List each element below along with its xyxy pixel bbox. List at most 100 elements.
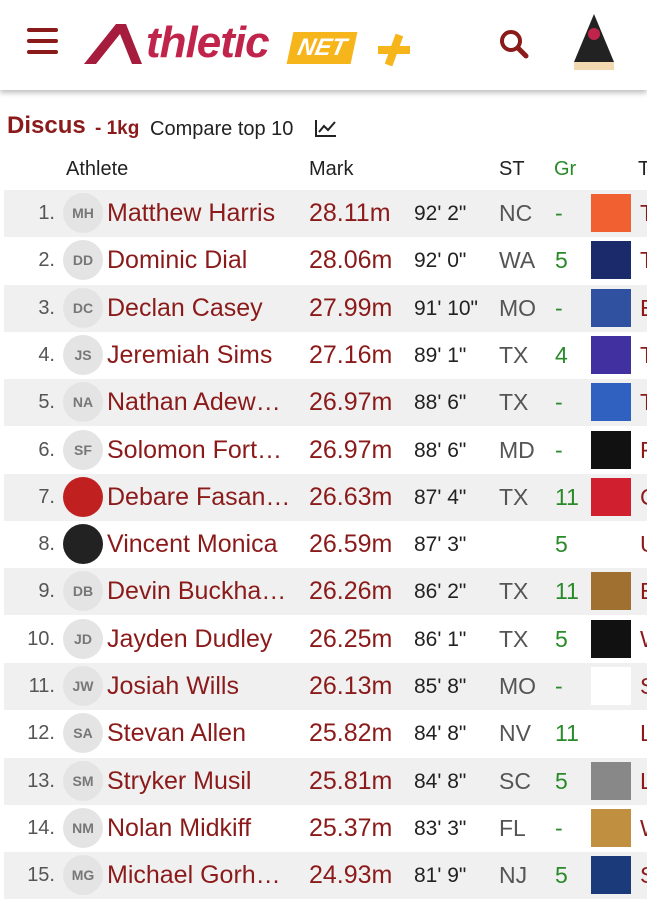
logo-suffix: NET [286, 32, 358, 64]
menu-bar[interactable] [27, 39, 58, 43]
header: thletic NET [0, 0, 647, 90]
rank: 8. [38, 533, 55, 556]
state: MO [499, 673, 537, 699]
result-row[interactable]: 7. Debare Fasan… 26.63m 87' 4" TX 11 C [4, 473, 647, 521]
team-name[interactable]: S [640, 663, 647, 710]
team-logo[interactable] [591, 572, 631, 611]
team-logo[interactable] [591, 288, 631, 327]
team-name[interactable]: W [640, 805, 647, 852]
team-name[interactable]: C [640, 474, 647, 521]
team-logo[interactable] [591, 856, 631, 895]
athlete-name[interactable]: Vincent Monica [107, 530, 278, 559]
team-logo[interactable] [591, 525, 631, 564]
team-name[interactable]: T [640, 332, 647, 379]
athlete-name[interactable]: Jayden Dudley [107, 624, 273, 653]
team-name[interactable]: L [640, 767, 647, 794]
grade: - [555, 389, 563, 416]
team-logo[interactable] [591, 714, 631, 753]
menu-bar[interactable] [27, 50, 58, 54]
avatar: JS [63, 334, 103, 375]
state: TX [499, 578, 529, 605]
compare-link[interactable]: Compare top 10 [150, 118, 294, 140]
team-logo[interactable] [591, 335, 631, 374]
athlete-name[interactable]: Dominic Dial [107, 246, 248, 275]
mark: 28.11m [309, 199, 391, 227]
athlete-name[interactable]: Debare Fasan… [107, 482, 291, 511]
athlete-name[interactable]: Michael Gorh… [107, 861, 281, 890]
rank: 11. [28, 675, 55, 697]
avatar: JW [63, 666, 103, 706]
athlete-name[interactable]: Declan Casey [107, 293, 263, 322]
team-logo[interactable] [591, 808, 631, 847]
avatar: MG [63, 855, 103, 896]
grade: 5 [555, 767, 568, 794]
team-logo[interactable] [591, 667, 631, 705]
column-header[interactable]: Mark [309, 158, 354, 180]
rank: 13. [27, 769, 55, 792]
mark: 27.99m [309, 293, 393, 322]
avatar: SA [63, 713, 103, 754]
team-name[interactable]: E [640, 568, 647, 615]
chart-icon[interactable] [314, 118, 338, 138]
athlete-name[interactable]: Jeremiah Sims [107, 340, 273, 369]
grade: 11 [555, 483, 579, 510]
state: TX [499, 483, 529, 510]
column-header[interactable]: T [638, 158, 647, 180]
profile-avatar[interactable] [568, 12, 620, 74]
athlete-name[interactable]: Josiah Wills [107, 672, 239, 700]
state: NV [499, 720, 531, 747]
column-header[interactable]: Athlete [66, 158, 129, 180]
team-name[interactable]: L [640, 720, 647, 747]
menu-bar[interactable] [27, 28, 58, 32]
team-name[interactable]: F [640, 427, 647, 474]
athlete-name[interactable]: Devin Buckha… [107, 577, 287, 606]
column-header[interactable]: Gr [554, 158, 577, 180]
athlete-name[interactable]: Matthew Harris [107, 199, 276, 227]
athlete-name[interactable]: Stryker Musil [107, 766, 252, 795]
team-logo[interactable] [591, 761, 631, 800]
team-logo[interactable] [591, 194, 631, 232]
result-row[interactable]: 12. SA Stevan Allen 25.82m 84' 8" NV 11 L [4, 710, 647, 758]
athlete-name[interactable]: Nolan Midkiff [107, 813, 252, 842]
athlete-name[interactable]: Solomon Fort… [107, 435, 283, 464]
team-logo[interactable] [591, 241, 631, 280]
team-logo[interactable] [591, 619, 631, 658]
athlete-name[interactable]: Nathan Adew… [107, 388, 281, 417]
team-name[interactable]: S [640, 852, 647, 899]
mark: 26.63m [309, 482, 393, 511]
team-logo[interactable] [591, 430, 631, 469]
team-name[interactable]: E [640, 285, 647, 332]
team-name[interactable]: W [640, 616, 647, 663]
mark-imperial: 86' 1" [414, 627, 467, 651]
state: MD [499, 436, 535, 463]
search-icon[interactable] [498, 28, 530, 60]
result-row[interactable]: 13. SM Stryker Musil 25.81m 84' 8" SC 5 L [4, 757, 647, 805]
team-name[interactable]: T [640, 190, 647, 237]
rank: 3. [38, 296, 55, 319]
team-logo[interactable] [591, 383, 631, 422]
mark: 25.82m [309, 719, 393, 748]
avatar: SF [63, 429, 103, 470]
team-name[interactable]: T [640, 237, 647, 284]
result-row[interactable]: 8. Vincent Monica 26.59m 87' 3" 5 U [4, 521, 647, 569]
column-header[interactable]: ST [499, 158, 525, 180]
team-name[interactable]: U [640, 521, 647, 568]
logo-text[interactable]: thletic [146, 18, 270, 67]
mark: 25.37m [309, 813, 393, 842]
athlete-name[interactable]: Stevan Allen [107, 719, 246, 748]
logo-a [84, 24, 142, 64]
avatar: DD [63, 240, 103, 281]
team-name[interactable]: T [640, 379, 647, 426]
team-logo[interactable] [591, 477, 631, 516]
